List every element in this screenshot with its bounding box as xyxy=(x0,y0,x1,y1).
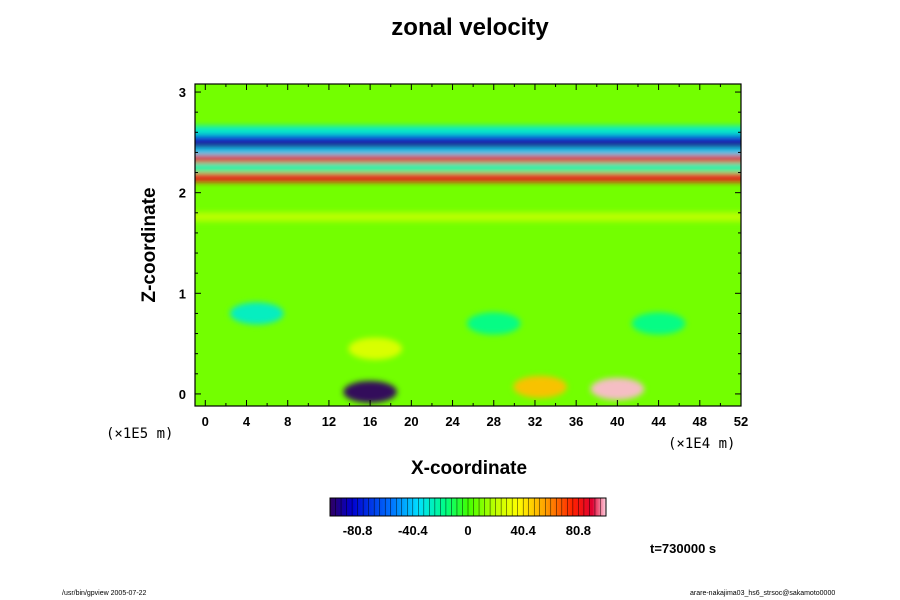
y-axis-label: Z-coordinate xyxy=(139,187,160,303)
x-tick-label: 12 xyxy=(322,414,336,429)
colorbar-tick-label: 80.8 xyxy=(566,523,591,538)
heatmap-blob xyxy=(631,312,686,335)
heatmap-blob xyxy=(348,337,403,360)
x-tick-label: 24 xyxy=(445,414,460,429)
plot-frame xyxy=(194,83,742,407)
heatmap-layer xyxy=(195,140,741,150)
x-axis-label: X-coordinate xyxy=(410,458,528,479)
heatmap-blob xyxy=(513,375,567,398)
heatmap-layer xyxy=(195,162,741,173)
y-tick-label: 1 xyxy=(179,286,186,301)
chart-title: zonal velocity xyxy=(391,14,549,41)
x-tick-label: 48 xyxy=(693,414,707,429)
footer-author: arare-nakajima03_hs6_strsoc@sakamoto0000 xyxy=(690,590,836,597)
x-tick-label: 44 xyxy=(651,414,666,429)
x-tick-label: 20 xyxy=(404,414,418,429)
colorbar-tick-label: -40.4 xyxy=(398,523,428,538)
heatmap-layer xyxy=(195,125,741,135)
colorbar: -80.8 -40.4 0 40.4 80.8 xyxy=(329,497,607,538)
heatmap-layer xyxy=(195,154,741,164)
heatmap-layer xyxy=(195,173,741,183)
heatmap-layer xyxy=(195,134,741,144)
x-tick-label: 16 xyxy=(363,414,377,429)
heatmap-layer xyxy=(195,147,741,157)
y-axis: 0 1 2 3 xyxy=(179,85,741,402)
heatmap-blob xyxy=(590,377,645,400)
x-axis-unit: (×1E4 m) xyxy=(668,436,736,452)
x-tick-label: 40 xyxy=(610,414,624,429)
time-label: t=730000 s xyxy=(650,541,717,556)
y-axis-unit: (×1E5 m) xyxy=(106,426,174,442)
heatmap-blob xyxy=(466,312,521,335)
colorbar-tick-label: 0 xyxy=(464,523,471,538)
x-tick-label: 52 xyxy=(734,414,748,429)
x-tick-label: 32 xyxy=(528,414,542,429)
x-tick-label: 4 xyxy=(243,414,251,429)
x-tick-label: 28 xyxy=(487,414,501,429)
heatmap-field xyxy=(195,84,741,406)
heatmap-layer xyxy=(195,212,741,222)
x-axis: 0 4 8 12 16 20 24 28 32 36 40 44 48 52 xyxy=(202,84,748,429)
heatmap-blob xyxy=(230,302,284,325)
footer-command: /usr/bin/gpview 2005-07-22 xyxy=(62,590,147,597)
x-tick-label: 8 xyxy=(284,414,291,429)
y-tick-label: 2 xyxy=(179,186,186,201)
colorbar-tick-label: -80.8 xyxy=(343,523,373,538)
y-tick-label: 0 xyxy=(179,387,186,402)
colorbar-tick-label: 40.4 xyxy=(511,523,537,538)
x-tick-label: 0 xyxy=(202,414,209,429)
x-tick-label: 36 xyxy=(569,414,583,429)
y-tick-label: 3 xyxy=(179,85,186,100)
heatmap-blob xyxy=(343,380,397,403)
